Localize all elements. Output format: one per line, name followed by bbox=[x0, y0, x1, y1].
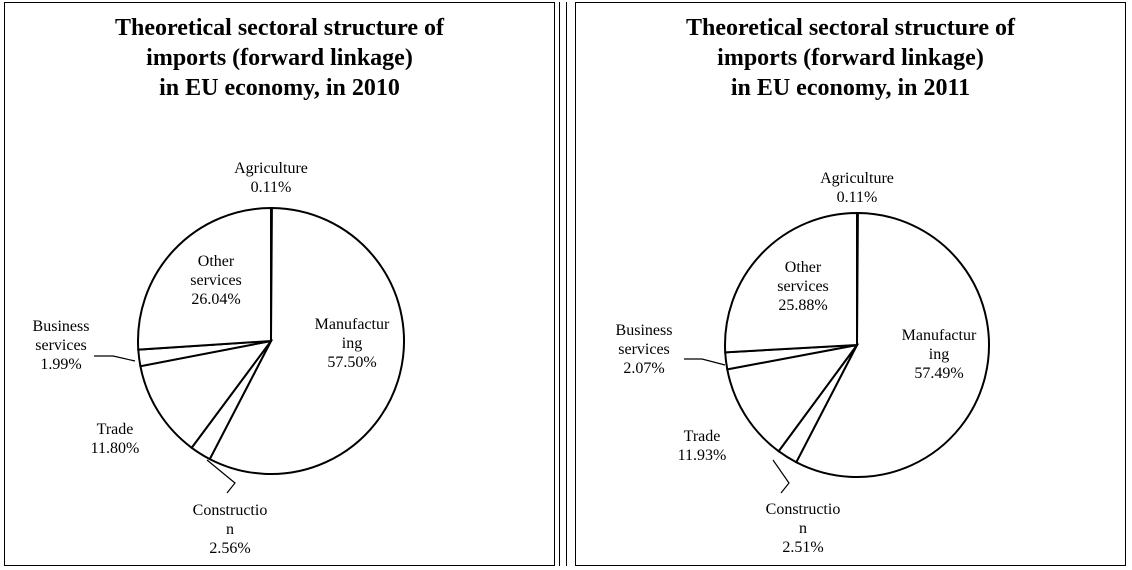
pie-slice-manufacturing bbox=[208, 206, 405, 475]
pie-chart: Agriculture 0.11% Manufactur ing 57.49% Const… bbox=[616, 170, 990, 556]
data-label-construction: Constructio n 2.51% bbox=[766, 501, 841, 556]
chart-title-line-3: in EU economy, in 2010 bbox=[159, 75, 400, 101]
pie-slice-trade bbox=[726, 343, 860, 453]
data-label-other-services: Other services 26.04% bbox=[190, 253, 242, 308]
pie-slice-trade bbox=[139, 339, 274, 450]
data-label-agriculture: Agriculture 0.11% bbox=[234, 160, 308, 196]
data-label-agriculture: Agriculture 0.11% bbox=[820, 170, 894, 206]
data-label-trade: Trade 11.80% bbox=[91, 421, 140, 457]
data-label-business-services: Business services 2.07% bbox=[616, 322, 673, 377]
chart-panel-2011: Theoretical sectoral structure of import… bbox=[575, 2, 1126, 566]
leader-line bbox=[206, 459, 236, 494]
pie-slice-other-services bbox=[136, 206, 272, 351]
leader-line bbox=[772, 459, 790, 494]
leader-line bbox=[94, 355, 136, 362]
pie-chart: Agriculture 0.11% Manufactur ing 57.50% Const… bbox=[33, 160, 405, 557]
pie-slice-other-services bbox=[724, 211, 858, 354]
pie-slice-manufacturing bbox=[794, 211, 990, 478]
data-label-construction: Constructio n 2.56% bbox=[193, 502, 268, 557]
leader-line bbox=[684, 358, 726, 366]
chart-title-line-1: Theoretical sectoral structure of bbox=[685, 15, 1015, 41]
chart-title-line-2: imports (forward linkage) bbox=[146, 45, 413, 71]
chart-title: Theoretical sectoral structure of import… bbox=[5, 13, 554, 103]
data-label-manufacturing: Manufactur ing 57.49% bbox=[902, 327, 977, 382]
data-label-business-services: Business services 1.99% bbox=[33, 318, 90, 373]
data-label-manufacturing: Manufactur ing 57.50% bbox=[315, 316, 390, 371]
data-label-trade: Trade 11.93% bbox=[678, 428, 727, 464]
chart-panel-2010: Theoretical sectoral structure of import… bbox=[4, 2, 555, 566]
chart-title-line-3: in EU economy, in 2011 bbox=[730, 75, 971, 101]
chart-title: Theoretical sectoral structure of import… bbox=[576, 13, 1125, 103]
panel-divider bbox=[559, 2, 560, 566]
panel-divider bbox=[566, 2, 567, 566]
chart-title-line-2: imports (forward linkage) bbox=[717, 45, 984, 71]
chart-title-line-1: Theoretical sectoral structure of bbox=[114, 15, 444, 41]
data-label-other-services: Other services 25.88% bbox=[777, 259, 829, 314]
